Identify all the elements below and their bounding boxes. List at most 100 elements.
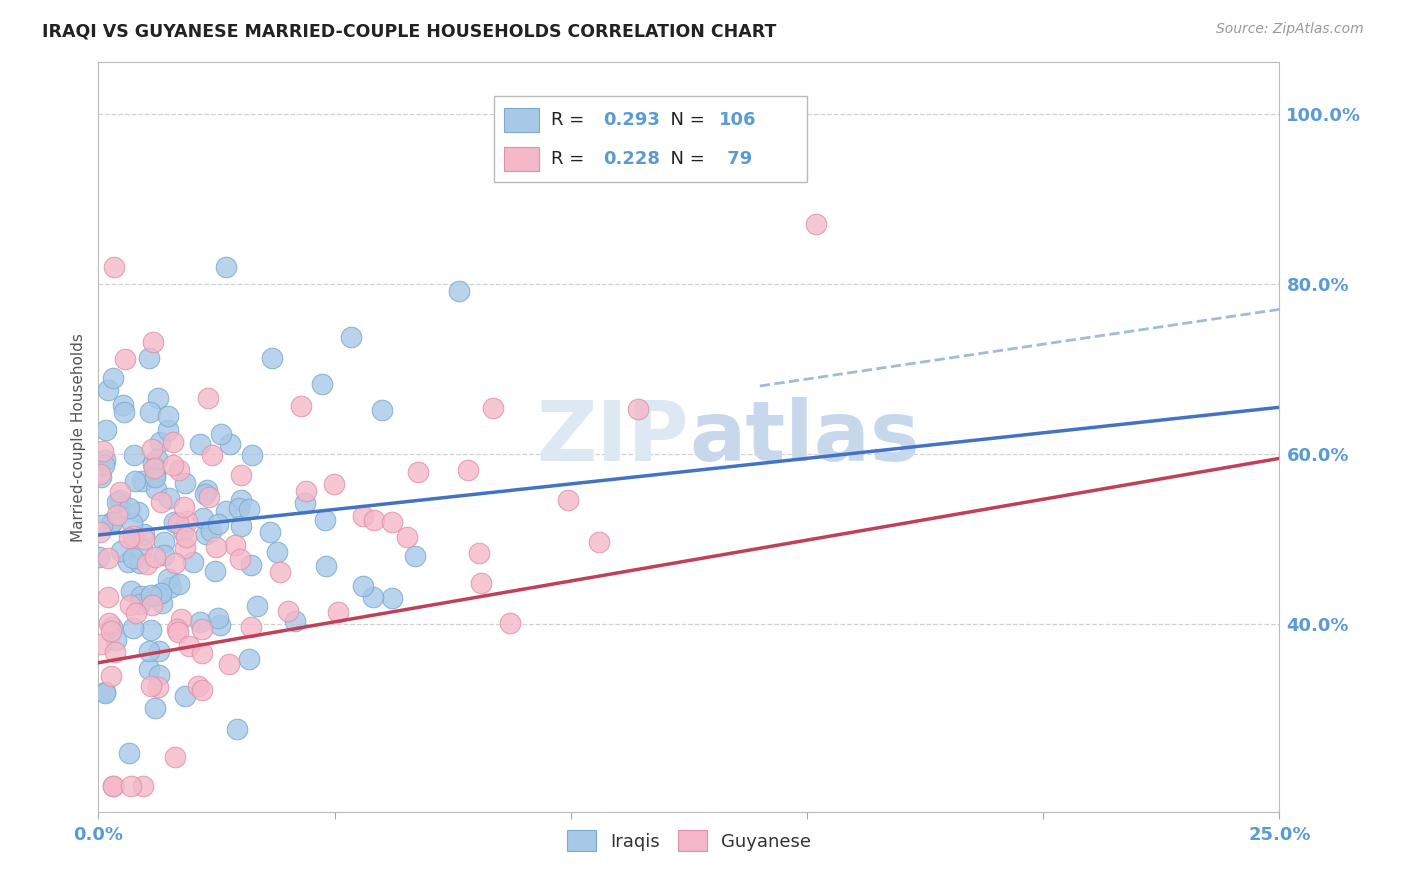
Text: R =: R = (551, 150, 589, 168)
Text: R =: R = (551, 112, 589, 129)
Point (101, 779, 124, 793)
Point (311, 376, 333, 391)
Point (188, 437, 211, 451)
Point (138, 662, 160, 676)
Point (105, 495, 128, 509)
Point (173, 500, 195, 515)
Point (340, 330, 363, 344)
Point (468, 546, 491, 560)
Point (208, 617, 231, 632)
Point (103, 260, 125, 275)
Text: 106: 106 (718, 112, 756, 129)
Point (225, 722, 247, 736)
Point (149, 435, 172, 450)
Point (138, 644, 160, 658)
Point (361, 590, 384, 604)
Point (404, 549, 426, 563)
Point (395, 530, 418, 544)
Point (172, 524, 194, 539)
Point (145, 452, 167, 467)
Point (166, 622, 188, 636)
Point (174, 530, 197, 544)
Point (138, 351, 160, 366)
Point (262, 351, 284, 366)
Point (162, 435, 184, 450)
Text: N =: N = (659, 112, 706, 129)
Point (381, 591, 404, 605)
Point (194, 486, 217, 500)
Point (266, 545, 288, 559)
Point (207, 611, 229, 625)
Point (142, 335, 165, 350)
Text: ZIP: ZIP (537, 397, 689, 477)
Y-axis label: Married-couple Households: Married-couple Households (72, 333, 87, 541)
Point (118, 500, 141, 515)
Point (370, 403, 392, 417)
Point (114, 352, 136, 367)
Point (112, 405, 135, 419)
Point (104, 645, 127, 659)
Point (174, 475, 197, 490)
Point (218, 657, 240, 671)
Point (197, 490, 219, 504)
Point (104, 632, 127, 647)
Point (101, 620, 124, 634)
Point (174, 690, 197, 704)
Text: atlas: atlas (689, 397, 920, 477)
Point (557, 492, 579, 507)
Point (229, 518, 252, 533)
Point (143, 470, 166, 484)
Point (499, 616, 522, 631)
Text: IRAQI VS GUYANESE MARRIED-COUPLE HOUSEHOLDS CORRELATION CHART: IRAQI VS GUYANESE MARRIED-COUPLE HOUSEHO… (42, 22, 776, 40)
Point (183, 555, 205, 569)
Point (131, 590, 153, 604)
Point (627, 401, 650, 416)
Point (132, 779, 155, 793)
Point (277, 604, 299, 618)
Point (128, 557, 150, 571)
Point (482, 401, 505, 415)
Point (121, 516, 143, 530)
Point (194, 526, 217, 541)
Point (153, 535, 176, 549)
Point (122, 622, 145, 636)
Point (108, 493, 131, 508)
Point (201, 449, 224, 463)
Point (122, 529, 145, 543)
Point (91, 517, 114, 532)
Point (165, 750, 187, 764)
Point (131, 475, 153, 489)
Point (132, 527, 155, 541)
Point (101, 515, 124, 529)
Point (120, 583, 142, 598)
Point (207, 517, 229, 532)
Point (205, 540, 228, 554)
Point (240, 620, 263, 634)
Point (100, 624, 122, 638)
Point (240, 448, 263, 462)
Point (363, 513, 385, 527)
Point (143, 550, 166, 565)
Point (191, 622, 214, 636)
Point (229, 552, 252, 566)
Point (188, 615, 211, 629)
Point (224, 538, 246, 552)
Point (806, 217, 828, 231)
Point (197, 391, 219, 405)
FancyBboxPatch shape (494, 96, 807, 182)
Point (211, 427, 233, 442)
Point (170, 612, 193, 626)
Point (238, 501, 260, 516)
Point (87, 549, 110, 564)
Point (588, 535, 610, 549)
Point (98, 615, 121, 630)
Point (97, 551, 120, 566)
Point (352, 579, 374, 593)
Point (295, 484, 318, 499)
Point (229, 467, 252, 482)
Point (190, 646, 212, 660)
Point (139, 679, 162, 693)
Point (284, 615, 307, 629)
Point (162, 458, 184, 473)
Point (167, 463, 190, 477)
